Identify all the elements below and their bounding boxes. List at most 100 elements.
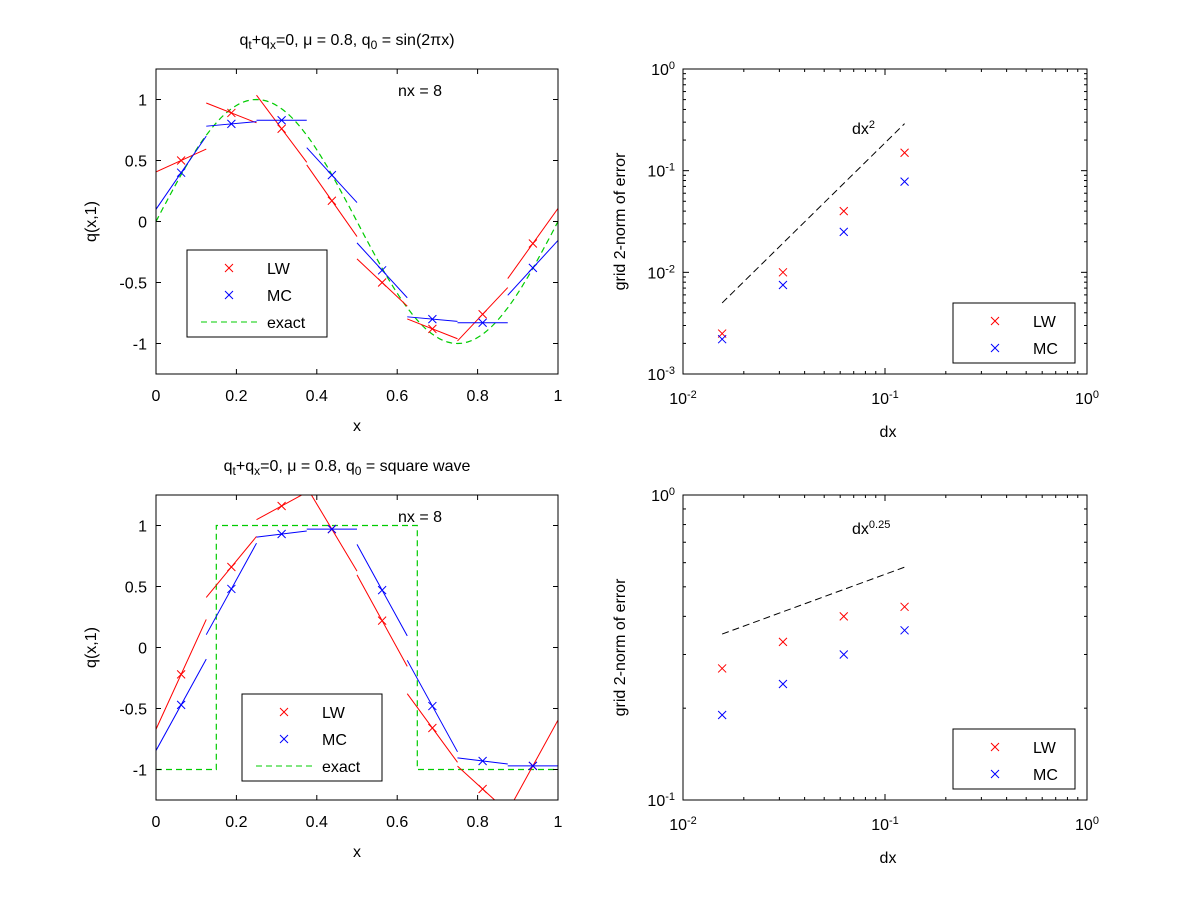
y-tick-label: 0.5	[125, 580, 147, 597]
text-part: q	[224, 458, 233, 475]
data-point-MC	[377, 265, 387, 275]
x-tick-label: 0.4	[306, 388, 328, 405]
y-tick-label: 0	[138, 215, 147, 232]
data-point-LW	[778, 267, 788, 277]
x-axis-label: x	[353, 418, 361, 435]
y-tick-label: 1	[138, 519, 147, 536]
data-point-MC	[377, 585, 387, 595]
text-part: q	[239, 32, 248, 49]
data-point-LW	[377, 278, 387, 287]
legend-marker	[279, 707, 289, 717]
data-point-LW	[277, 124, 286, 134]
title-greek: μ	[287, 458, 296, 475]
text-part: dx	[852, 121, 869, 138]
text-part: =0,	[276, 32, 303, 49]
x-tick-label: 0	[152, 814, 161, 831]
text-part: = sin(2	[377, 32, 430, 49]
data-point-MC	[176, 168, 186, 178]
legend-label: LW	[1033, 314, 1057, 331]
text-part: +q	[236, 458, 254, 475]
y-tick-label: -0.5	[119, 276, 147, 293]
tick-exponent: 0	[669, 486, 675, 498]
y-tick-label: 100	[651, 486, 675, 505]
x-tick-label: 10-2	[669, 815, 697, 834]
legend-label: exact	[267, 315, 306, 332]
data-point-MC	[327, 170, 337, 180]
data-point-LW	[227, 108, 236, 118]
text-part: dx	[852, 521, 869, 538]
legend-marker	[990, 742, 1000, 752]
tick-exponent: 0	[1093, 815, 1099, 827]
title-subscript: 0	[371, 38, 378, 52]
text-part: 10	[669, 817, 687, 834]
y-axis-label: q(x,1)	[83, 627, 100, 668]
text-part: 10	[669, 391, 687, 408]
data-point-LW	[900, 602, 909, 612]
text-part: +q	[252, 32, 270, 49]
x-tick-label: 10-2	[669, 389, 697, 408]
data-point-LW	[478, 309, 487, 319]
data-point-MC	[428, 314, 437, 324]
legend-marker	[224, 263, 234, 273]
x-tick-label: 0.2	[225, 814, 247, 831]
text-part: 10	[647, 164, 665, 181]
tick-exponent: -1	[889, 815, 899, 827]
text-part: = square wave	[361, 458, 470, 475]
data-point-MC	[428, 701, 437, 711]
title-greek: μ	[303, 32, 312, 49]
text-part: 10	[871, 817, 889, 834]
text-part: 10	[651, 488, 669, 505]
panel-top-left: 0 0.2 0.4 0.6 0.8 1-1-0.500.51xq(x,1)qt+qx=0,…	[83, 32, 563, 435]
legend-label: exact	[322, 759, 361, 776]
title-subscript: x	[270, 38, 276, 52]
title-subscript: 0	[355, 464, 362, 478]
legend-label: LW	[267, 261, 291, 278]
x-tick-label: 1	[554, 388, 563, 405]
x-tick-label: 10-1	[871, 815, 899, 834]
data-point-MC	[227, 584, 236, 594]
x-tick-label: 0.6	[386, 814, 408, 831]
x-tick-label: 0.8	[466, 388, 488, 405]
text-part: x)	[441, 32, 454, 49]
tick-exponent: 0	[1093, 389, 1099, 401]
text-part: 10	[871, 391, 889, 408]
data-point-LW	[428, 723, 437, 733]
x-tick-label: 0.4	[306, 814, 328, 831]
nx-annotation: nx = 8	[398, 509, 442, 526]
panel-bottom-left: 0 0.2 0.4 0.6 0.8 1-1-0.500.51xq(x,1)qt+qx=0,…	[83, 458, 563, 861]
y-tick-label: 1	[138, 93, 147, 110]
tick-exponent: 0	[669, 60, 675, 72]
y-tick-label: 0	[138, 641, 147, 658]
text-part: 10	[647, 793, 665, 810]
x-tick-label: 1	[554, 814, 563, 831]
y-tick-label: 10-1	[647, 162, 675, 181]
text-part: =0,	[260, 458, 287, 475]
text-part: 10	[1075, 391, 1093, 408]
text-part: 10	[647, 367, 665, 384]
data-point-LW	[176, 669, 186, 679]
data-point-MC	[176, 700, 186, 710]
data-point-MC	[778, 280, 788, 290]
x-tick-label: 0.8	[466, 814, 488, 831]
data-point-LW	[717, 664, 727, 673]
x-tick-label: 0	[152, 388, 161, 405]
plot-area	[156, 495, 558, 800]
exact-curve	[156, 524, 558, 771]
data-point-LW	[277, 501, 286, 511]
y-tick-label: 100	[651, 60, 675, 79]
data-point-MC	[839, 650, 849, 659]
text-part: 10	[651, 62, 669, 79]
legend-marker	[990, 769, 1000, 779]
data-point-MC	[900, 625, 909, 635]
reference-slope-line	[721, 123, 905, 304]
data-point-LW	[428, 324, 437, 334]
data-point-MC	[277, 529, 286, 539]
tick-exponent: -1	[665, 162, 675, 174]
chart-title: qt+qx=0, μ = 0.8, q0 = sin(2πx)	[239, 32, 454, 52]
text-part: = 0.8, q	[312, 32, 370, 49]
legend-label: MC	[1033, 767, 1058, 784]
legend-box	[241, 693, 383, 782]
